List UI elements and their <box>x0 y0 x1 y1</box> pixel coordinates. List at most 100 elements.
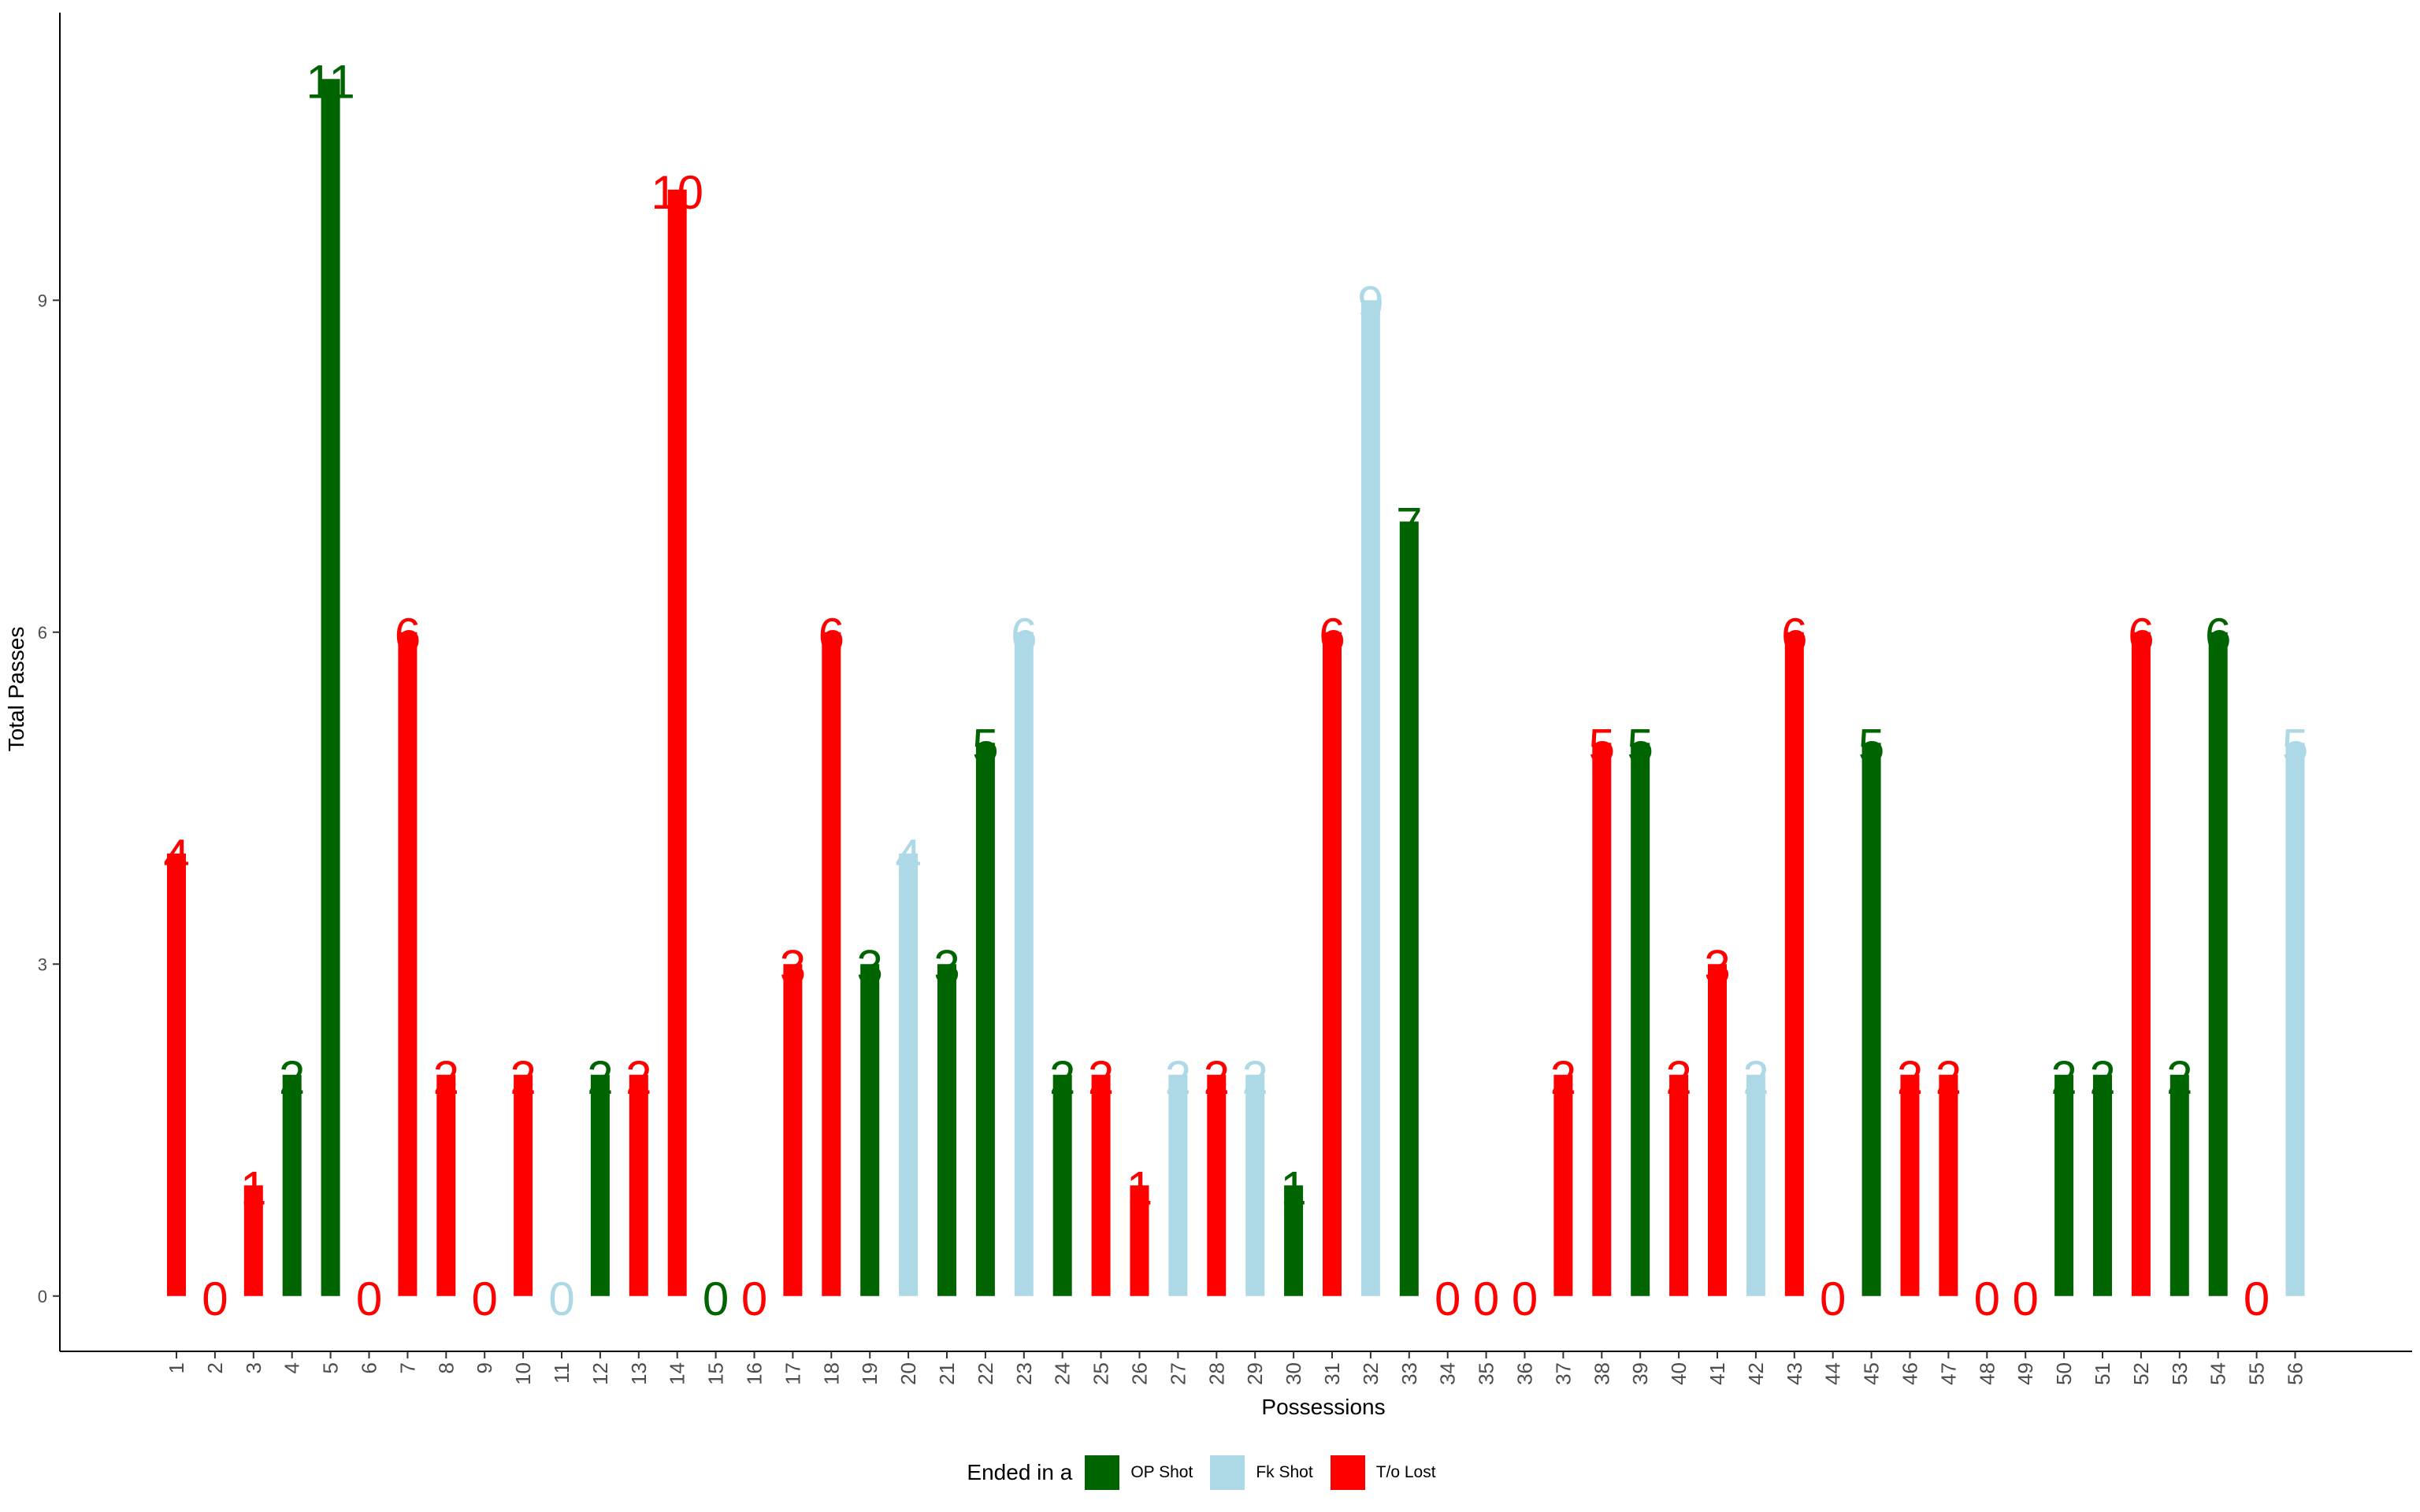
data-label: 3 <box>857 940 883 993</box>
x-tick-label: 49 <box>2014 1362 2037 1385</box>
bar <box>1746 1074 1765 1296</box>
data-label: 2 <box>1897 1051 1923 1104</box>
bar <box>1784 632 1804 1296</box>
data-label: 6 <box>1781 609 1807 662</box>
bar <box>975 743 995 1296</box>
data-label: 5 <box>1589 719 1615 772</box>
bar <box>1900 1074 1920 1296</box>
bar <box>2131 632 2151 1296</box>
bar <box>2054 1074 2074 1296</box>
data-label: 5 <box>972 719 998 772</box>
legend-item-to-lost: T/o Lost <box>1330 1455 1436 1490</box>
data-label: 2 <box>1743 1051 1769 1104</box>
x-tick-label: 28 <box>1204 1362 1228 1385</box>
bars <box>167 79 2305 1296</box>
x-tick-label: 3 <box>242 1362 265 1373</box>
bar <box>2169 1074 2189 1296</box>
data-label: 1 <box>1280 1162 1306 1214</box>
x-tick-label: 39 <box>1628 1362 1652 1385</box>
bar <box>822 632 841 1296</box>
data-label: 9 <box>1357 276 1383 329</box>
x-tick-label: 20 <box>896 1362 920 1385</box>
x-tick-label: 32 <box>1359 1362 1383 1385</box>
data-label: 0 <box>2013 1273 2039 1325</box>
data-label: 2 <box>433 1051 459 1104</box>
bar <box>1168 1074 1188 1296</box>
bar <box>1207 1074 1227 1296</box>
bar <box>436 1074 456 1296</box>
data-label: 4 <box>163 830 189 883</box>
x-tick-label: 2 <box>203 1362 227 1373</box>
data-label: 2 <box>625 1051 651 1104</box>
x-tick-label: 44 <box>1821 1362 1845 1385</box>
x-tick-label: 19 <box>858 1362 882 1385</box>
data-label: 0 <box>2244 1273 2270 1325</box>
bar <box>2093 1074 2112 1296</box>
data-label: 2 <box>2166 1051 2192 1104</box>
x-tick-label: 31 <box>1320 1362 1344 1385</box>
x-tick-label: 53 <box>2168 1362 2192 1385</box>
data-label: 2 <box>2089 1051 2115 1104</box>
y-tick-label: 9 <box>38 291 47 310</box>
bar <box>1323 632 1342 1296</box>
data-label: 10 <box>651 166 703 219</box>
x-tick-label: 41 <box>1706 1362 1729 1385</box>
bar <box>1592 743 1612 1296</box>
data-label: 2 <box>1550 1051 1576 1104</box>
x-tick-label: 46 <box>1899 1362 1922 1385</box>
data-label: 6 <box>1011 609 1037 662</box>
bar <box>398 632 418 1296</box>
x-tick-label: 50 <box>2052 1362 2076 1385</box>
data-label: 2 <box>587 1051 613 1104</box>
x-tick-label: 12 <box>588 1362 612 1385</box>
data-label: 3 <box>933 940 959 993</box>
bar <box>667 189 687 1296</box>
x-tick-label: 30 <box>1282 1362 1305 1385</box>
x-axis: 1 2 3 4 5 6 7 8 9 10 11 12 13 14 15 16 17 18 19 20 21 22 23 24 2… <box>60 1351 2412 1385</box>
x-tick-label: 21 <box>935 1362 959 1385</box>
data-label: 0 <box>202 1273 228 1325</box>
bar <box>1245 1074 1265 1296</box>
x-tick-label: 29 <box>1243 1362 1267 1385</box>
data-label: 7 <box>1396 498 1422 550</box>
legend-item-fk-shot: Fk Shot <box>1210 1455 1313 1490</box>
x-tick-label: 1 <box>165 1362 188 1373</box>
data-label: 0 <box>472 1273 498 1325</box>
x-tick-label: 55 <box>2245 1362 2269 1385</box>
data-label: 2 <box>2051 1051 2077 1104</box>
bar <box>1091 1074 1111 1296</box>
data-label: 1 <box>1126 1162 1152 1214</box>
bar <box>1861 743 1881 1296</box>
x-tick-label: 17 <box>781 1362 804 1385</box>
bar <box>1631 743 1650 1296</box>
bar <box>1939 1074 1958 1296</box>
bar <box>2208 632 2228 1296</box>
bar <box>167 853 186 1296</box>
y-tick-label: 0 <box>38 1287 47 1306</box>
bar <box>2285 743 2305 1296</box>
data-label: 6 <box>2128 609 2154 662</box>
x-tick-label: 6 <box>358 1362 381 1373</box>
bar <box>1708 964 1727 1296</box>
x-tick-label: 23 <box>1012 1362 1036 1385</box>
data-label: 4 <box>895 830 921 883</box>
legend-label-to-lost: T/o Lost <box>1375 1463 1436 1481</box>
data-label: 0 <box>1512 1273 1538 1325</box>
x-tick-label: 43 <box>1783 1362 1806 1385</box>
data-label: 2 <box>1665 1051 1691 1104</box>
bar <box>1360 300 1380 1296</box>
data-label: 0 <box>356 1273 382 1325</box>
data-label: 2 <box>1936 1051 1962 1104</box>
x-tick-label: 9 <box>473 1362 496 1373</box>
x-tick-label: 42 <box>1744 1362 1768 1385</box>
x-tick-label: 35 <box>1475 1362 1498 1385</box>
x-tick-label: 11 <box>550 1362 573 1384</box>
data-label: 0 <box>741 1273 767 1325</box>
bar <box>937 964 956 1296</box>
data-label: 5 <box>2282 719 2308 772</box>
x-tick-label: 26 <box>1128 1362 1152 1385</box>
x-tick-label: 27 <box>1166 1362 1190 1385</box>
x-tick-label: 45 <box>1860 1362 1884 1385</box>
bar <box>1399 521 1419 1296</box>
data-label: 2 <box>1088 1051 1114 1104</box>
